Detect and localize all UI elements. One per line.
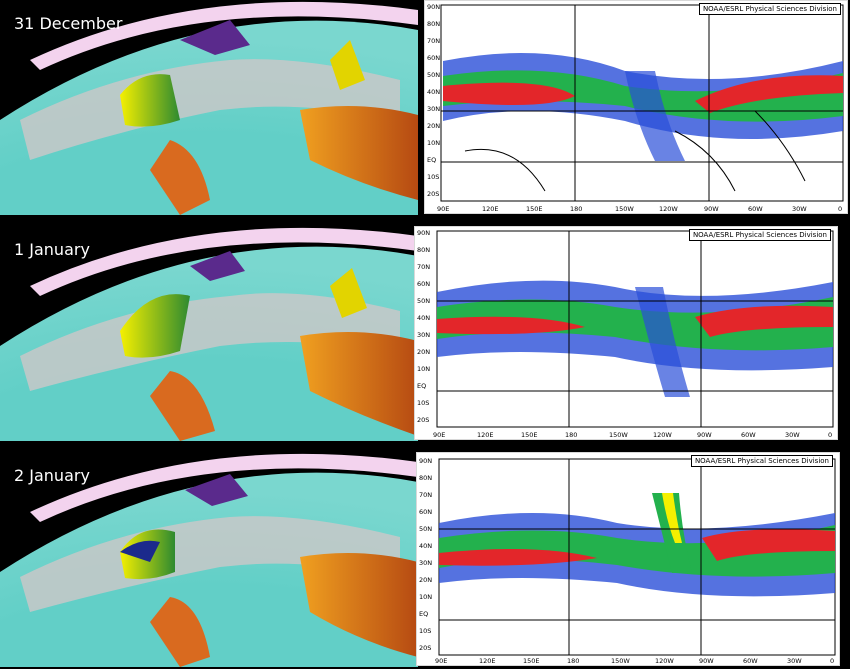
- lon-label: 120W: [659, 205, 678, 213]
- lat-label: 20N: [417, 348, 431, 356]
- lon-label: 30W: [792, 205, 807, 213]
- lat-label: 10S: [419, 627, 432, 635]
- lat-label: 10S: [427, 173, 440, 181]
- lat-label: 70N: [419, 491, 433, 499]
- lon-label: 0: [828, 431, 833, 439]
- lon-label: 30W: [785, 431, 800, 439]
- wind-speed-map: [440, 4, 844, 202]
- panel-row-2: 1 January NOAA/ESRL Physical Sciences Di…: [0, 226, 850, 441]
- lon-label: 90W: [699, 657, 714, 665]
- lat-label: 50N: [419, 525, 433, 533]
- lon-label: 180: [565, 431, 578, 439]
- date-label: 1 January: [14, 240, 90, 259]
- lon-label: 60W: [743, 657, 758, 665]
- lon-label: 90E: [433, 431, 446, 439]
- wind-speed-map: [438, 458, 836, 656]
- lat-label: 20N: [419, 576, 433, 584]
- lat-label: EQ: [417, 382, 427, 390]
- lon-label: 120E: [479, 657, 496, 665]
- lat-label: 60N: [417, 280, 431, 288]
- lat-label: 50N: [417, 297, 431, 305]
- lat-label: 10N: [419, 593, 433, 601]
- panel-row-3: 2 January NOAA/ESRL Physical Sciences Di…: [0, 452, 850, 667]
- lat-label: 70N: [427, 37, 441, 45]
- credit-label: NOAA/ESRL Physical Sciences Division: [688, 229, 831, 241]
- lon-label: 0: [830, 657, 835, 665]
- satellite-composite: [0, 1, 418, 215]
- lat-label: 10S: [417, 399, 430, 407]
- lat-label: 30N: [417, 331, 431, 339]
- lat-label: 40N: [427, 88, 441, 96]
- credit-label: NOAA/ESRL Physical Sciences Division: [698, 3, 841, 15]
- lon-label: 120E: [482, 205, 499, 213]
- lon-label: 30W: [787, 657, 802, 665]
- panel-row-1: 31 December NOAA/ESRL Physical Sciences …: [0, 0, 850, 215]
- lon-label: 150W: [615, 205, 634, 213]
- lon-label: 90E: [437, 205, 450, 213]
- lat-label: EQ: [419, 610, 429, 618]
- lat-label: 30N: [427, 105, 441, 113]
- lon-label: 150W: [611, 657, 630, 665]
- lon-label: 0: [838, 205, 843, 213]
- lon-label: 90E: [435, 657, 448, 665]
- lon-label: 60W: [748, 205, 763, 213]
- lon-label: 150W: [609, 431, 628, 439]
- lat-label: 90N: [419, 457, 433, 465]
- jet-stream-map: NOAA/ESRL Physical Sciences Division 90N…: [424, 0, 848, 214]
- lat-label: 30N: [419, 559, 433, 567]
- lon-label: 150E: [523, 657, 540, 665]
- jet-stream-map: NOAA/ESRL Physical Sciences Division 90N…: [416, 452, 840, 666]
- lat-label: 50N: [427, 71, 441, 79]
- lon-label: 120W: [653, 431, 672, 439]
- lat-label: EQ: [427, 156, 437, 164]
- lon-label: 120E: [477, 431, 494, 439]
- lon-label: 150E: [526, 205, 543, 213]
- lat-label: 20S: [427, 190, 440, 198]
- lat-label: 20N: [427, 122, 441, 130]
- lat-label: 40N: [419, 542, 433, 550]
- satellite-composite: [0, 453, 418, 667]
- lat-label: 20S: [419, 644, 432, 652]
- satellite-globe-image: 31 December: [0, 0, 418, 215]
- lat-label: 10N: [427, 139, 441, 147]
- lon-label: 180: [567, 657, 580, 665]
- lat-label: 80N: [419, 474, 433, 482]
- lon-label: 180: [570, 205, 583, 213]
- wind-speed-map: [436, 230, 834, 428]
- lat-label: 60N: [427, 54, 441, 62]
- credit-label: NOAA/ESRL Physical Sciences Division: [690, 455, 833, 467]
- lat-label: 80N: [427, 20, 441, 28]
- lon-label: 60W: [741, 431, 756, 439]
- lat-label: 10N: [417, 365, 431, 373]
- date-label: 2 January: [14, 466, 90, 485]
- lat-label: 60N: [419, 508, 433, 516]
- lat-label: 80N: [417, 246, 431, 254]
- lon-label: 150E: [521, 431, 538, 439]
- lat-label: 40N: [417, 314, 431, 322]
- lon-label: 120W: [655, 657, 674, 665]
- lat-label: 90N: [417, 229, 431, 237]
- lat-label: 90N: [427, 3, 441, 11]
- satellite-globe-image: 1 January: [0, 226, 418, 441]
- jet-stream-map: NOAA/ESRL Physical Sciences Division 90N…: [414, 226, 838, 440]
- satellite-composite: [0, 227, 418, 441]
- satellite-globe-image: 2 January: [0, 452, 418, 667]
- lat-label: 20S: [417, 416, 430, 424]
- lon-label: 90W: [697, 431, 712, 439]
- date-label: 31 December: [14, 14, 123, 33]
- lat-label: 70N: [417, 263, 431, 271]
- lon-label: 90W: [704, 205, 719, 213]
